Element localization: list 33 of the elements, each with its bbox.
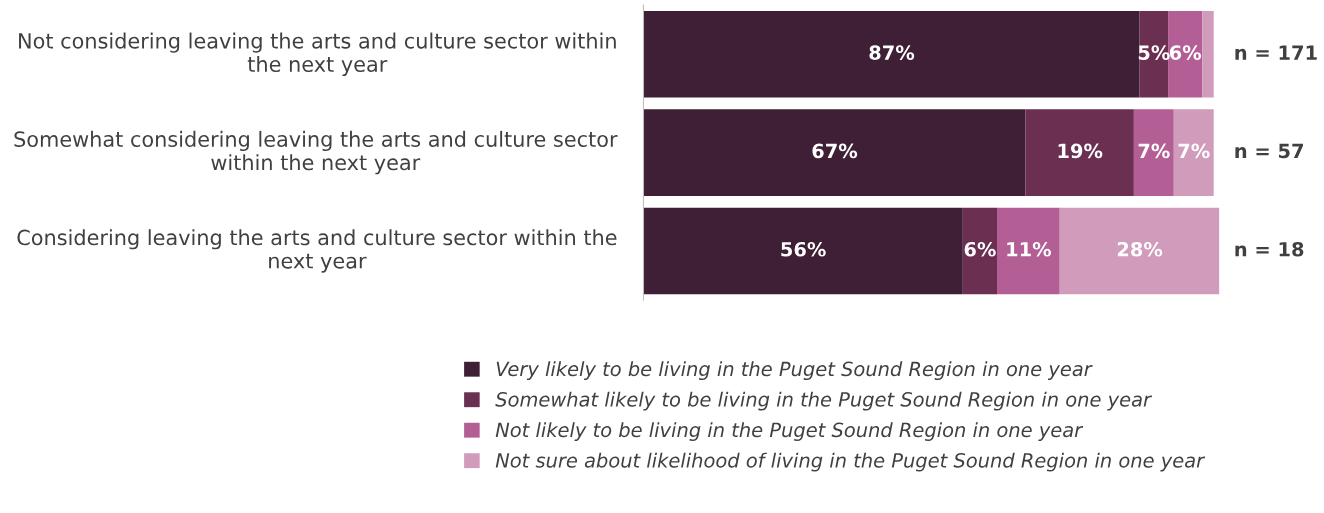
data-label: 19%: [1058, 143, 1103, 159]
legend-label: Somewhat likely to be living in the Puget Sound Region in one year: [495, 391, 1153, 411]
legend-label: Not sure about likelihood of living in the Puget Sound Region in one year: [495, 452, 1206, 472]
y-tick-label: Considering leaving the arts and culture sector within the next year: [17, 229, 617, 273]
bar: [643, 11, 1140, 98]
data-label: 67%: [812, 143, 858, 159]
data-label: 87%: [869, 45, 915, 60]
legend-label: Not likely to be living in the Puget Sound Region in one year: [495, 422, 1084, 441]
bar: [643, 207, 963, 295]
bar: [1202, 11, 1214, 98]
data-label: 7%: [1138, 143, 1170, 159]
text: n = 57: [1235, 143, 1303, 159]
data-label: 5%: [1138, 45, 1170, 60]
bar: [1059, 207, 1220, 295]
data-label: 28%: [1117, 241, 1163, 257]
bar: [1173, 109, 1214, 196]
text: n = 171: [1235, 45, 1317, 60]
bar: [1025, 109, 1134, 196]
bar: [1139, 11, 1169, 98]
text: n = 18: [1235, 241, 1304, 257]
legend-label: Very likely to be living in the Puget Sound Region in one year: [496, 361, 1093, 381]
y-tick-label: Somewhat considering leaving the arts and culture sector within the next year: [14, 130, 618, 175]
bar: [643, 109, 1026, 196]
bar: [962, 207, 998, 295]
bar: [1133, 109, 1174, 196]
data-label: 56%: [781, 241, 826, 257]
y-tick-label: Not considering leaving the arts and culture sector within the next year: [19, 32, 616, 77]
data-label: 7%: [1178, 143, 1210, 159]
data-label: 6%: [1169, 45, 1202, 60]
data-label: 11%: [1007, 241, 1052, 257]
bar: [997, 207, 1060, 295]
bar: [1168, 11, 1203, 98]
data-label: 6%: [964, 241, 996, 257]
